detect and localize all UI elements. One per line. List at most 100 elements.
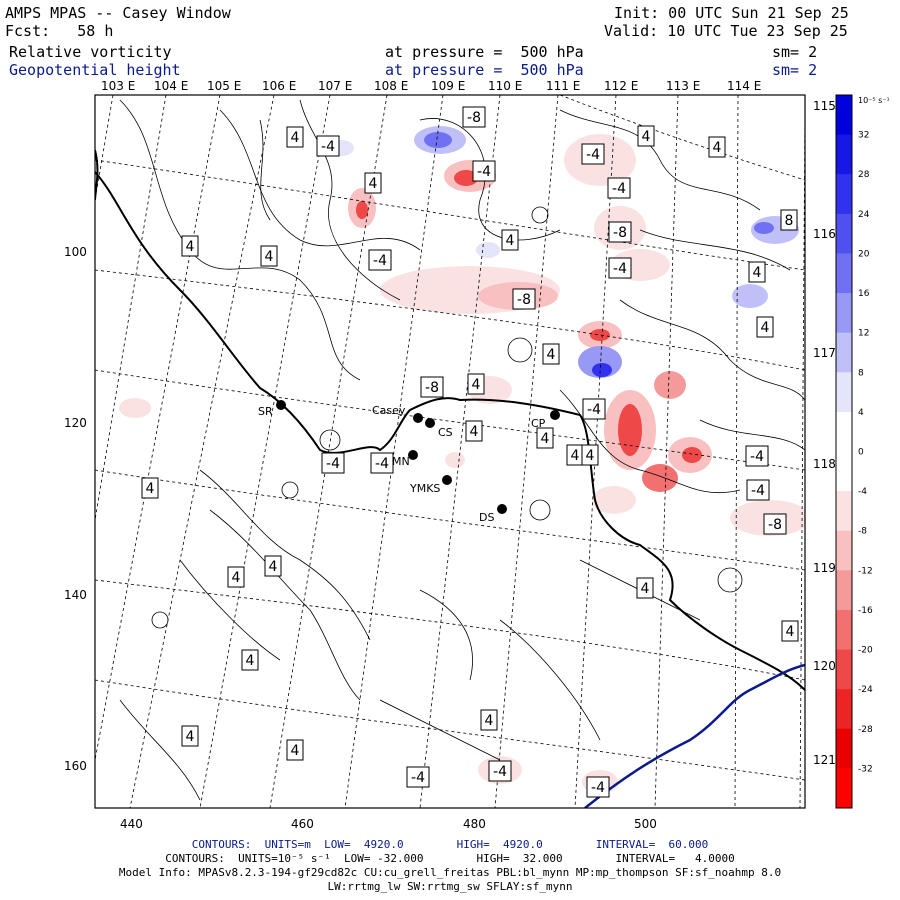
svg-text:-4: -4 — [493, 764, 507, 780]
colorbar-unit: 10⁻⁵ s⁻¹ — [858, 96, 890, 105]
contour-value-label: 4 — [286, 126, 304, 148]
colorbar-tick-label: -24 — [858, 685, 873, 695]
x-tick-label: 460 — [291, 817, 314, 831]
lon-label: 109 E — [431, 79, 465, 93]
plot-frame — [94, 94, 806, 809]
contour-value-label: -4 — [582, 398, 606, 420]
svg-text:4: 4 — [713, 140, 722, 156]
colorbar-tick-label: 12 — [858, 329, 869, 339]
x-tick-label: 480 — [463, 817, 486, 831]
svg-text:4: 4 — [485, 713, 494, 729]
colorbar-swatch — [836, 174, 852, 215]
station-label-cp: CP — [531, 417, 546, 430]
colorbar-tick-label: 20 — [858, 249, 870, 259]
lon-label: 110 E — [488, 79, 522, 93]
y-tick-label: 140 — [64, 588, 87, 602]
station-dot-ymks — [442, 475, 452, 485]
footer-model-schemes: LW:rrtmg_lw SW:rrtmg_sw SFLAY:sf_mynn — [327, 880, 573, 893]
colorbar-tick-label: 0 — [858, 448, 864, 458]
svg-text:-4: -4 — [587, 402, 601, 418]
geopotential-4920-contour — [584, 663, 805, 808]
colorbar-tick-label: -12 — [858, 566, 873, 576]
forecast-hour: Fcst: 58 h — [5, 22, 114, 40]
svg-text:-4: -4 — [411, 770, 425, 786]
lon-label: 103 E — [101, 79, 135, 93]
contour-value-label: 4 — [141, 477, 159, 499]
svg-text:-8: -8 — [768, 517, 782, 533]
svg-text:-4: -4 — [477, 164, 491, 180]
colorbar-swatch — [836, 689, 852, 730]
svg-text:4: 4 — [641, 581, 650, 597]
station-label-mn: MN — [392, 455, 410, 468]
contour-value-label: 4 — [467, 373, 485, 395]
contour-value-label: 4 — [364, 172, 382, 194]
svg-text:-4: -4 — [321, 139, 335, 155]
svg-text:-4: -4 — [326, 456, 340, 472]
colorbar-tick-label: -28 — [858, 725, 873, 735]
svg-text:4: 4 — [291, 743, 300, 759]
svg-text:4: 4 — [761, 320, 770, 336]
init-time: Init: 00 UTC Sun 21 Sep 25 — [614, 4, 849, 22]
svg-text:4: 4 — [541, 431, 550, 447]
lon-label: 105 E — [207, 79, 241, 93]
colorbar-tick-label: 8 — [858, 368, 864, 378]
svg-text:8: 8 — [785, 213, 794, 229]
y-tick-label: 160 — [64, 759, 87, 773]
svg-text:-4: -4 — [751, 483, 765, 499]
colorbar-swatch — [836, 491, 852, 532]
svg-text:4: 4 — [571, 448, 580, 464]
colorbar-tick-label: -16 — [858, 606, 873, 616]
contour-value-label: 8 — [780, 209, 798, 231]
svg-text:-8: -8 — [425, 380, 439, 396]
svg-text:4: 4 — [472, 377, 481, 393]
contour-value-label: -8 — [462, 106, 486, 128]
station-dot-mn — [408, 450, 418, 460]
svg-text:4: 4 — [786, 624, 795, 640]
footer-contours-vorticity: CONTOURS: UNITS=10⁻⁵ s⁻¹ LOW= -32.000 HI… — [165, 852, 735, 865]
svg-text:4: 4 — [506, 233, 515, 249]
contour-value-label: -4 — [746, 479, 770, 501]
colorbar-swatch — [836, 253, 852, 294]
contour-value-label: -4 — [607, 177, 631, 199]
contour-value-label: -4 — [321, 452, 345, 474]
svg-text:4: 4 — [642, 129, 651, 145]
contour-value-label: -4 — [608, 257, 632, 279]
contour-value-label: 4 — [181, 725, 199, 747]
contour-value-label: -4 — [406, 766, 430, 788]
contour-value-label: -4 — [586, 776, 610, 798]
colorbar-swatch — [836, 213, 852, 254]
svg-text:4: 4 — [186, 239, 195, 255]
contour-value-label: 4 — [637, 125, 655, 147]
svg-text:4: 4 — [470, 424, 479, 440]
svg-text:-4: -4 — [375, 456, 389, 472]
field2-name: Geopotential height — [9, 61, 181, 79]
contour-value-label: 4 — [781, 620, 799, 642]
lon-label: 106 E — [262, 79, 296, 93]
colorbar-frame — [835, 94, 853, 809]
y-tick-label: 100 — [64, 245, 87, 259]
footer-model-info: Model Info: MPASv8.2.3-194-gf29cd82c CU:… — [118, 866, 782, 879]
contour-value-label: 4 — [748, 261, 766, 283]
lon-label: 108 E — [374, 79, 408, 93]
field1-name: Relative vorticity — [9, 43, 172, 61]
colorbar-tick-label: 28 — [858, 170, 870, 180]
svg-text:-8: -8 — [517, 292, 531, 308]
colorbar-swatch — [836, 332, 852, 373]
svg-text:-8: -8 — [467, 110, 481, 126]
colorbar-swatch — [836, 451, 852, 492]
station-dot-sr — [276, 400, 286, 410]
colorbar-swatch — [836, 768, 852, 809]
station-label-sr: SR — [258, 405, 273, 418]
vorticity-shading — [119, 126, 805, 794]
footer-contours-height: CONTOURS: UNITS=m LOW= 4920.0 HIGH= 4920… — [191, 838, 709, 851]
colorbar-swatch — [836, 411, 852, 452]
axis-ticks: 440 460 480 500 100 120 140 160 — [64, 245, 657, 831]
x-tick-label: 440 — [120, 817, 143, 831]
svg-text:4: 4 — [246, 653, 255, 669]
colorbar: 10⁻⁵ s⁻¹ 32 28 24 20 16 12 8 4 0 -4 -8 -12 -16 -20 -24… — [835, 94, 890, 809]
station-markers: SR Casey CS CP MN YMKS DS — [258, 400, 560, 524]
station-label-casey: Casey — [372, 404, 406, 417]
contour-value-label: 4 — [241, 649, 259, 671]
svg-text:-8: -8 — [613, 225, 627, 241]
